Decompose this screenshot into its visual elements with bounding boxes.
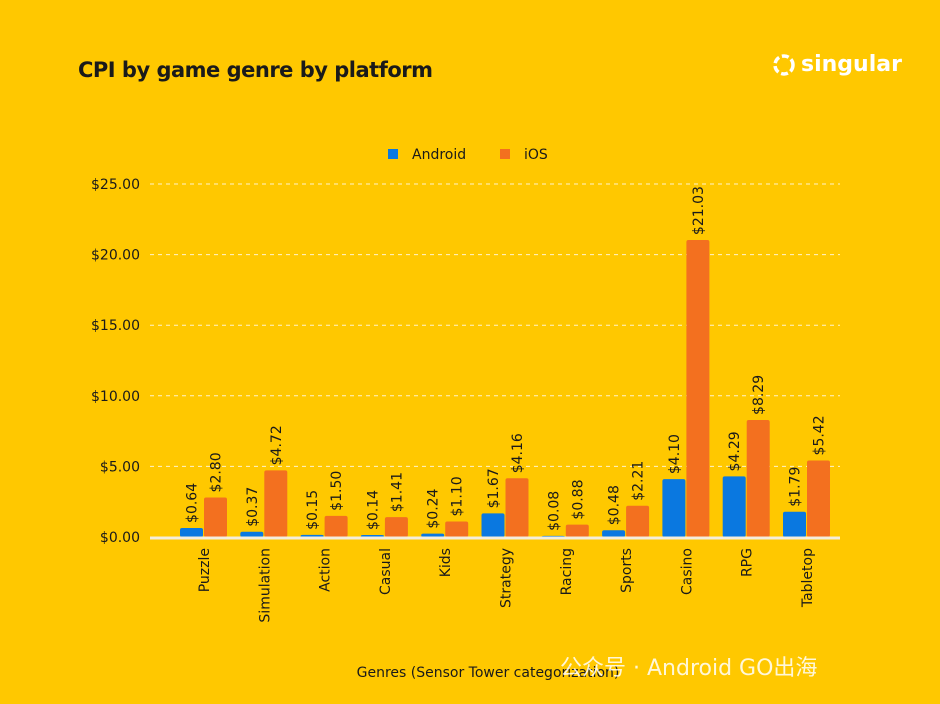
data-label: $2.21 [631, 461, 647, 501]
x-tick-label: Racing [559, 548, 575, 595]
x-tick-label: RPG [740, 548, 756, 577]
bar-ios [204, 497, 227, 537]
watermark: 公众号 · Android GO出海 [560, 656, 818, 681]
bar-android [602, 530, 626, 537]
data-label: $0.24 [426, 488, 442, 528]
y-tick-label: $0.00 [100, 530, 140, 546]
data-label: $0.15 [305, 490, 321, 530]
x-axis-title: Genres (Sensor Tower categorization) [357, 665, 620, 681]
bar-ios [807, 460, 830, 537]
data-label: $0.64 [185, 483, 201, 523]
bar-ios [445, 521, 469, 537]
data-label: $0.37 [245, 487, 261, 527]
y-tick-label: $5.00 [100, 459, 140, 475]
x-tick-label: Action [318, 548, 334, 592]
singular-logo-icon [773, 53, 795, 76]
bar-ios [324, 515, 348, 537]
data-label: $1.67 [486, 468, 502, 508]
data-label: $8.29 [751, 375, 767, 415]
x-tick-label: Simulation [257, 548, 273, 623]
data-label: $0.88 [570, 479, 586, 519]
bar-android [722, 476, 746, 537]
y-tick-label: $10.00 [91, 389, 140, 405]
bar-ios [565, 524, 589, 537]
y-tick-label: $25.00 [91, 177, 140, 193]
bar-android [662, 479, 686, 537]
bar-ios [746, 419, 770, 537]
bar-android [180, 527, 203, 537]
data-label: $1.79 [788, 467, 804, 507]
legend-swatch-android [388, 149, 398, 159]
bar-android [240, 531, 264, 537]
data-label: $4.10 [667, 434, 683, 474]
data-label: $4.16 [510, 433, 526, 473]
data-label: $4.29 [727, 431, 743, 471]
bar-android [481, 513, 505, 537]
x-tick-label: Tabletop [800, 548, 816, 608]
data-label: $0.08 [546, 491, 562, 531]
x-tick-label: Strategy [499, 548, 515, 608]
legend-label: iOS [524, 147, 548, 163]
bar-android [783, 511, 806, 537]
bar-ios [505, 478, 529, 537]
data-label: $1.50 [329, 471, 345, 511]
x-tick-label: Casino [679, 548, 695, 595]
data-label: $0.48 [607, 485, 623, 525]
bar-ios [686, 240, 710, 537]
legend-label: Android [412, 147, 466, 163]
data-label: $5.42 [812, 415, 828, 455]
brand-name: singular [801, 52, 902, 77]
chart-title: CPI by game genre by platform [78, 58, 433, 82]
x-tick-label: Sports [619, 548, 635, 593]
x-tick-label: Casual [378, 548, 394, 595]
singular-logo: singular [772, 52, 902, 77]
bar-ios [384, 517, 408, 537]
data-label: $1.10 [450, 476, 466, 516]
x-tick-label: Puzzle [197, 548, 213, 592]
bar-android [300, 534, 324, 537]
bar-android [421, 533, 445, 537]
data-label: $1.41 [389, 472, 405, 512]
data-label: $0.14 [365, 490, 381, 530]
bar-ios [626, 505, 650, 537]
data-label: $4.72 [269, 425, 285, 465]
x-tick-label: Kids [438, 548, 454, 577]
data-label: $21.03 [691, 186, 707, 235]
y-tick-label: $15.00 [91, 318, 140, 334]
bar-ios [264, 470, 288, 537]
data-label: $2.80 [209, 452, 225, 492]
y-tick-label: $20.00 [91, 248, 140, 264]
legend-swatch-ios [500, 149, 510, 159]
